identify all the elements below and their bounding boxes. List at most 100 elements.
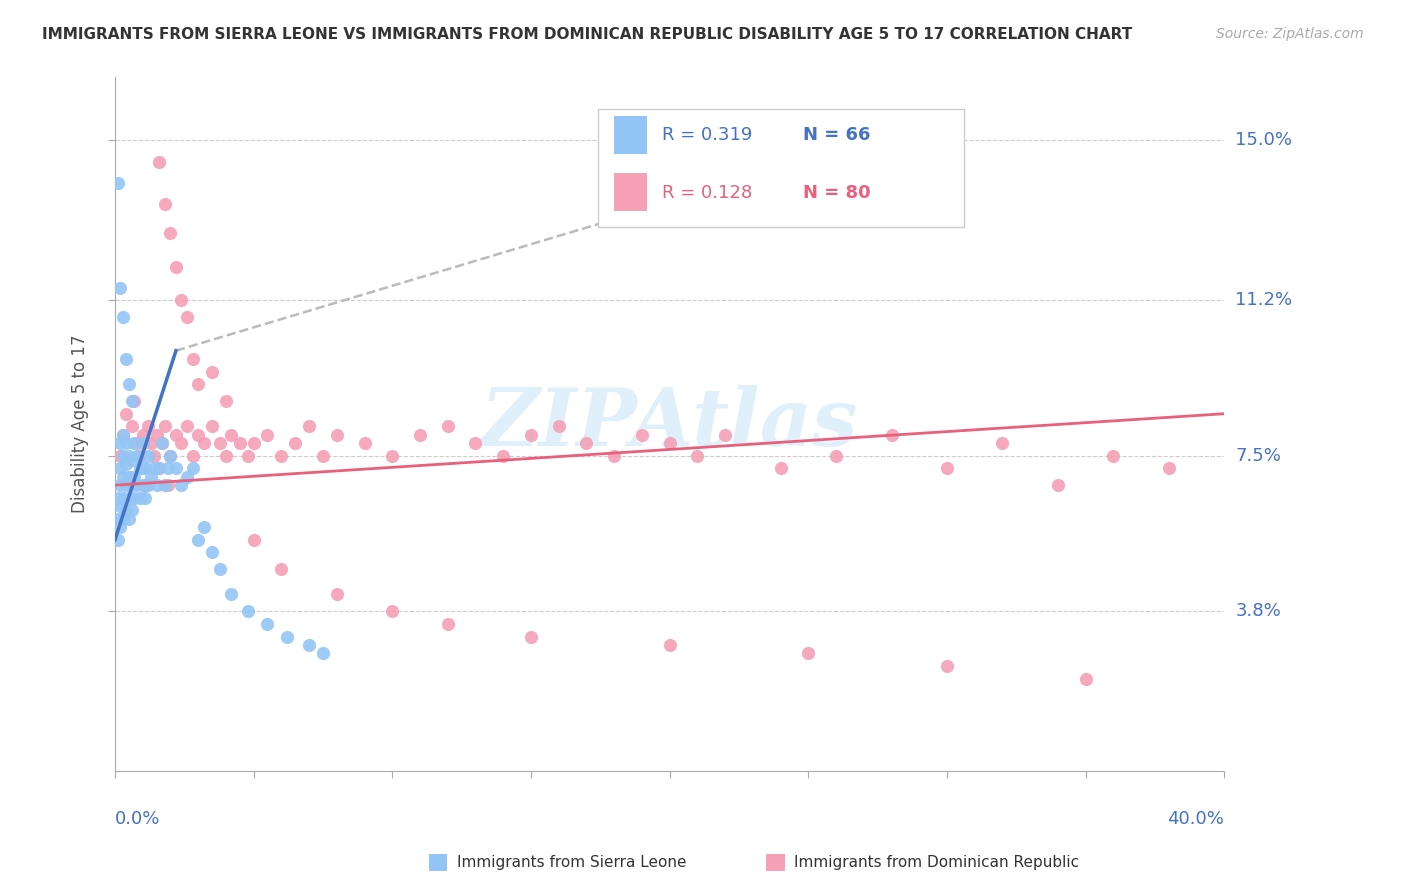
Point xyxy=(236,604,259,618)
Point xyxy=(209,562,232,576)
Text: 3.8%: 3.8% xyxy=(1236,602,1281,620)
Point xyxy=(936,461,959,475)
Point xyxy=(150,436,173,450)
Point xyxy=(128,491,150,505)
Point xyxy=(131,436,153,450)
Point xyxy=(187,427,209,442)
Point xyxy=(880,427,903,442)
Point xyxy=(170,478,193,492)
Point xyxy=(112,427,135,442)
Point xyxy=(825,449,848,463)
Point xyxy=(121,503,143,517)
Point xyxy=(464,436,486,450)
Point xyxy=(284,436,307,450)
Point xyxy=(658,638,681,652)
Point xyxy=(176,419,198,434)
Point xyxy=(1102,449,1125,463)
Point xyxy=(110,461,132,475)
Point xyxy=(115,478,138,492)
Point xyxy=(201,419,224,434)
Point xyxy=(298,419,321,434)
Point xyxy=(270,449,292,463)
Point xyxy=(145,427,167,442)
Point xyxy=(181,461,204,475)
Point xyxy=(187,533,209,547)
Point xyxy=(229,436,252,450)
Point xyxy=(603,449,626,463)
Point xyxy=(153,196,176,211)
Text: ZIPAtlas: ZIPAtlas xyxy=(481,385,858,463)
Text: IMMIGRANTS FROM SIERRA LEONE VS IMMIGRANTS FROM DOMINICAN REPUBLIC DISABILITY AG: IMMIGRANTS FROM SIERRA LEONE VS IMMIGRAN… xyxy=(42,27,1132,42)
Point xyxy=(110,449,132,463)
Point xyxy=(520,630,543,644)
Point xyxy=(159,449,181,463)
Point xyxy=(115,352,138,367)
Point xyxy=(118,470,141,484)
Point xyxy=(256,616,278,631)
Text: Immigrants from Dominican Republic: Immigrants from Dominican Republic xyxy=(794,855,1080,870)
Point xyxy=(115,407,138,421)
Point xyxy=(112,491,135,505)
Point xyxy=(181,449,204,463)
Point xyxy=(131,427,153,442)
Point xyxy=(150,436,173,450)
Point xyxy=(148,461,170,475)
Point xyxy=(112,310,135,324)
Point xyxy=(381,604,404,618)
Point xyxy=(127,436,149,450)
Point xyxy=(381,449,404,463)
Point xyxy=(148,154,170,169)
Text: 40.0%: 40.0% xyxy=(1167,810,1225,828)
Point xyxy=(236,449,259,463)
Point xyxy=(156,461,179,475)
Point xyxy=(658,436,681,450)
Point xyxy=(176,310,198,324)
Point xyxy=(134,478,156,492)
Point xyxy=(110,520,132,534)
Text: Immigrants from Sierra Leone: Immigrants from Sierra Leone xyxy=(457,855,686,870)
Point xyxy=(936,659,959,673)
Point xyxy=(353,436,375,450)
FancyBboxPatch shape xyxy=(614,173,647,211)
Point xyxy=(115,436,138,450)
Point xyxy=(242,436,264,450)
Point xyxy=(134,491,156,505)
Point xyxy=(631,427,654,442)
Text: R = 0.319: R = 0.319 xyxy=(662,126,752,144)
Point xyxy=(118,449,141,463)
Point xyxy=(118,512,141,526)
Point xyxy=(134,461,156,475)
Point xyxy=(312,646,335,660)
Point xyxy=(121,394,143,409)
Text: 7.5%: 7.5% xyxy=(1236,447,1281,465)
Point xyxy=(124,491,146,505)
Point xyxy=(181,352,204,367)
Point xyxy=(797,646,820,660)
Point xyxy=(118,377,141,392)
Point xyxy=(115,503,138,517)
Point xyxy=(121,453,143,467)
Point xyxy=(107,533,129,547)
Point xyxy=(165,427,187,442)
Point xyxy=(110,478,132,492)
Point xyxy=(312,449,335,463)
Point xyxy=(1157,461,1180,475)
Point xyxy=(193,436,215,450)
Point xyxy=(436,419,458,434)
Text: 0.0%: 0.0% xyxy=(115,810,160,828)
Point xyxy=(159,449,181,463)
Point xyxy=(110,280,132,294)
Text: R = 0.128: R = 0.128 xyxy=(662,185,752,202)
Point xyxy=(112,427,135,442)
Point xyxy=(156,478,179,492)
Point xyxy=(153,419,176,434)
Point xyxy=(148,461,170,475)
Point xyxy=(326,587,349,601)
Point xyxy=(714,427,737,442)
Point xyxy=(139,436,162,450)
Point xyxy=(159,226,181,240)
Point xyxy=(153,478,176,492)
Point xyxy=(686,449,709,463)
Point xyxy=(127,449,149,463)
Point xyxy=(242,533,264,547)
